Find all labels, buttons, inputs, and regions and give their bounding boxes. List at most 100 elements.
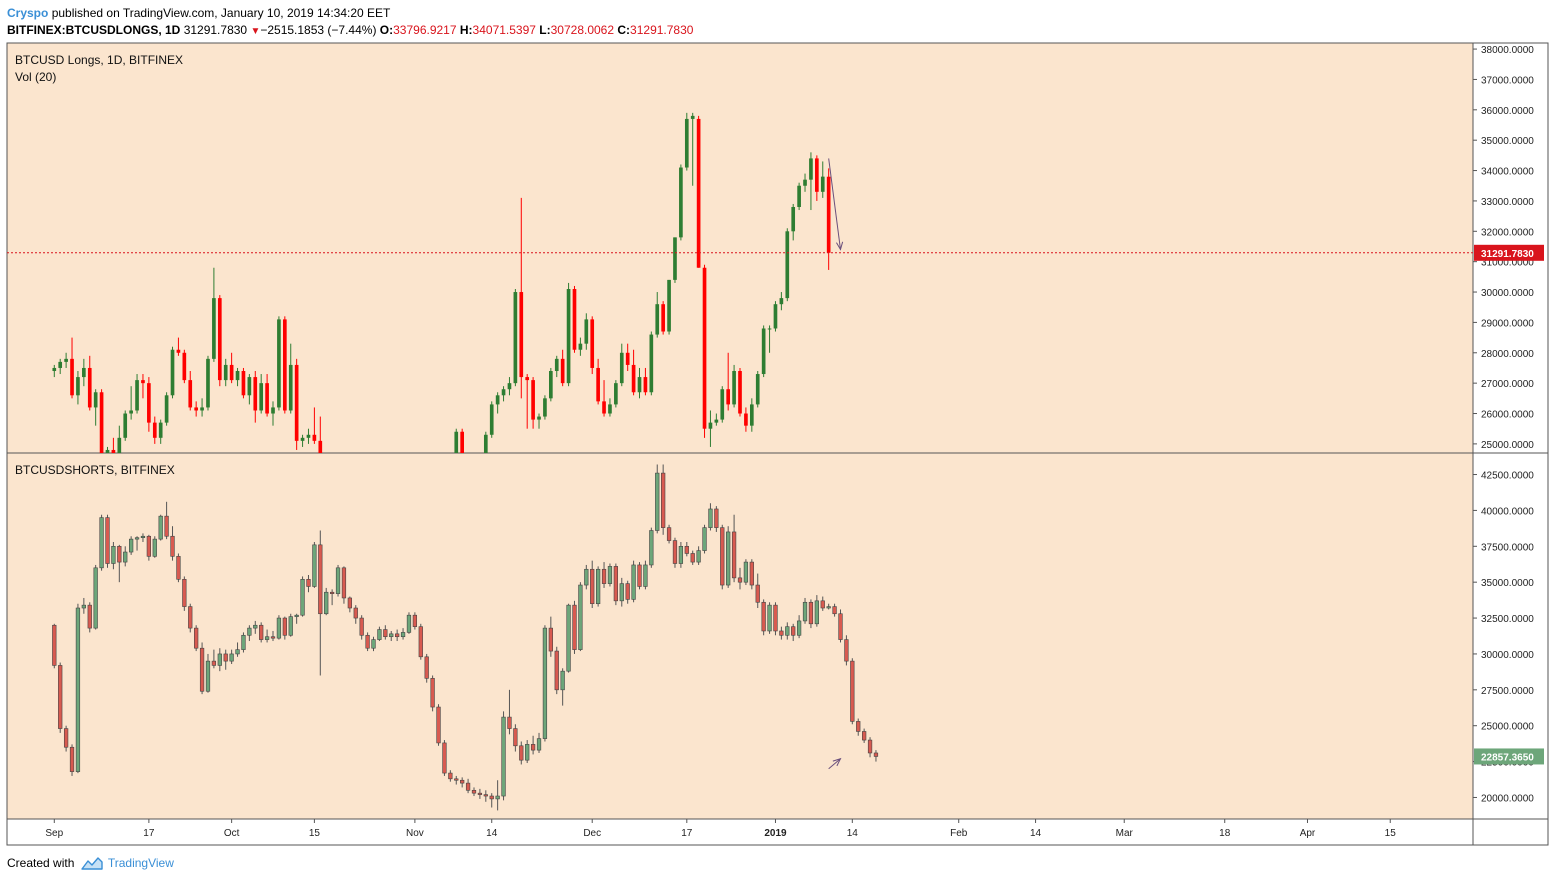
candle-body bbox=[259, 383, 264, 411]
candle-body bbox=[111, 449, 116, 453]
candle-body bbox=[436, 706, 441, 744]
candle-body bbox=[690, 553, 695, 563]
candle-body bbox=[223, 653, 228, 662]
tradingview-brand-link[interactable]: TradingView bbox=[107, 856, 174, 870]
candle-body bbox=[135, 380, 139, 411]
candle-body bbox=[607, 566, 613, 584]
candle-body bbox=[241, 371, 246, 396]
candle-body bbox=[856, 721, 861, 732]
candle-body bbox=[442, 742, 447, 774]
candle-body bbox=[146, 535, 152, 557]
candle-body bbox=[264, 636, 270, 640]
candle-body bbox=[779, 630, 784, 636]
candle-body bbox=[690, 115, 695, 119]
candle-body bbox=[802, 601, 808, 622]
candle-body bbox=[501, 716, 506, 797]
candle-body bbox=[726, 389, 731, 405]
candle-body bbox=[519, 292, 524, 378]
candle-body bbox=[738, 371, 742, 414]
candle-body bbox=[182, 352, 187, 381]
candle-body bbox=[808, 601, 814, 625]
candle-body bbox=[147, 383, 151, 423]
candle-body bbox=[867, 739, 873, 754]
candle-body bbox=[247, 377, 252, 396]
x-tick-label: 15 bbox=[1385, 828, 1397, 839]
candle-body bbox=[673, 237, 677, 280]
candle-body bbox=[625, 583, 630, 600]
high-label: H: bbox=[459, 23, 473, 37]
open-value: 33796.9217 bbox=[393, 23, 457, 37]
candle-body bbox=[58, 665, 63, 729]
candle-body bbox=[560, 358, 565, 384]
candle-body bbox=[613, 566, 618, 602]
candle-body bbox=[696, 550, 701, 563]
low-value: 30728.0062 bbox=[550, 23, 615, 37]
candle-body bbox=[176, 349, 181, 353]
candle-body bbox=[70, 358, 74, 396]
x-tick-label: 15 bbox=[309, 828, 321, 839]
candle-body bbox=[276, 617, 282, 639]
candle-body bbox=[726, 531, 731, 586]
candle-body bbox=[631, 364, 636, 393]
publish-header: Cryspo published on TradingView.com, Jan… bbox=[7, 5, 390, 21]
x-tick-label: Nov bbox=[406, 828, 424, 839]
candle-body bbox=[483, 794, 488, 797]
x-tick-label: 18 bbox=[1219, 828, 1231, 839]
x-tick-label: Dec bbox=[583, 828, 601, 839]
candle-body bbox=[631, 564, 636, 600]
candle-body bbox=[471, 789, 477, 794]
candle-body bbox=[282, 617, 287, 636]
candle-body bbox=[277, 319, 281, 408]
candle-body bbox=[507, 383, 512, 390]
chart-area[interactable]: 38000.0000 37000.0000 36000.0000 35000.0000… bbox=[0, 0, 1555, 850]
candle-body bbox=[152, 538, 157, 557]
candle-body bbox=[400, 632, 406, 638]
y-tick-label: 30000.0000 bbox=[1481, 288, 1534, 299]
last-price-label-bg bbox=[1474, 244, 1544, 261]
candle-body bbox=[501, 389, 506, 396]
candle-body bbox=[832, 606, 837, 615]
candle-body bbox=[578, 343, 583, 350]
candle-body bbox=[625, 352, 630, 365]
candle-body bbox=[465, 782, 471, 791]
candle-body bbox=[76, 377, 80, 396]
candle-body bbox=[820, 600, 825, 609]
candle-body bbox=[531, 380, 535, 420]
candle-body bbox=[761, 601, 766, 632]
candle-body bbox=[826, 606, 831, 609]
candle-body bbox=[838, 613, 843, 640]
tradingview-logo-icon bbox=[81, 857, 103, 870]
y-tick-label: 28000.0000 bbox=[1481, 349, 1534, 360]
candle-body bbox=[141, 380, 145, 384]
candle-body bbox=[93, 392, 98, 408]
candle-body bbox=[158, 422, 163, 438]
candle-body bbox=[164, 515, 169, 537]
candle-body bbox=[614, 383, 618, 405]
candle-body bbox=[672, 540, 678, 564]
candle-body bbox=[271, 407, 275, 414]
candle-body bbox=[548, 627, 553, 652]
candle-body bbox=[105, 449, 110, 453]
candle-body bbox=[194, 627, 199, 649]
x-tick-label: Apr bbox=[1300, 828, 1316, 839]
candle-body bbox=[708, 422, 713, 429]
candle-body bbox=[797, 185, 801, 207]
candle-body bbox=[525, 377, 530, 381]
y-tick-label: 37000.0000 bbox=[1481, 75, 1534, 86]
candle-body bbox=[743, 561, 749, 583]
candle-body bbox=[483, 434, 488, 453]
candle-body bbox=[489, 404, 494, 435]
candle-body bbox=[549, 371, 553, 399]
candle-body bbox=[714, 419, 719, 423]
candle-body bbox=[75, 607, 81, 772]
author-link[interactable]: Cryspo bbox=[7, 6, 49, 20]
y-tick-label: 25000.0000 bbox=[1481, 440, 1534, 451]
candle-body bbox=[513, 292, 518, 384]
candle-body bbox=[667, 279, 671, 332]
candle-body bbox=[211, 660, 217, 666]
candle-body bbox=[164, 395, 169, 423]
y-tick-label: 35000.0000 bbox=[1481, 578, 1534, 589]
candle-body bbox=[584, 568, 589, 586]
y-tick-label: 27000.0000 bbox=[1481, 379, 1534, 390]
shorts-candles bbox=[52, 464, 879, 811]
